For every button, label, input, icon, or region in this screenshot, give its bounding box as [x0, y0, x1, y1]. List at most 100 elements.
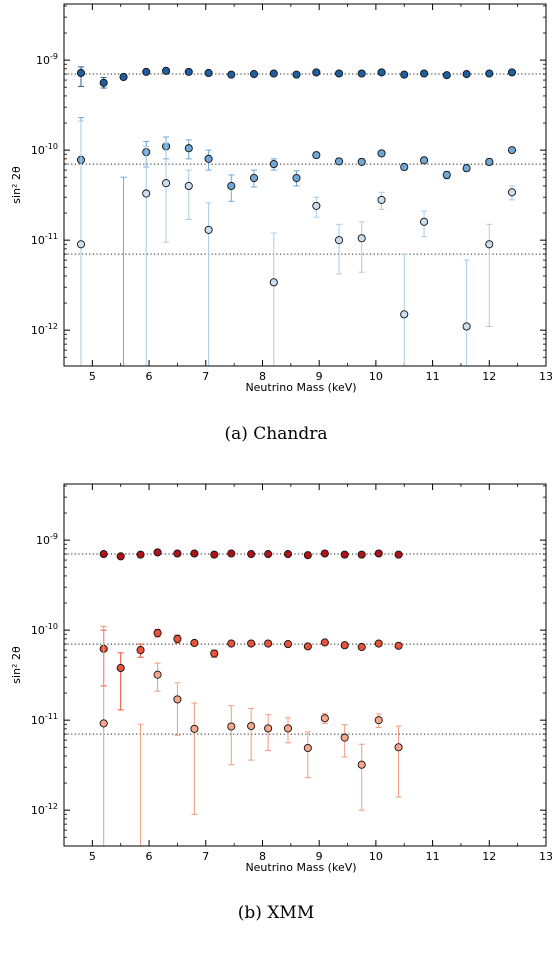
xmm-data-point [227, 639, 236, 648]
chandra-plot-frame [63, 3, 547, 367]
chandra-data-point [357, 234, 366, 243]
chandra-data-point [420, 156, 429, 165]
xmm-data-point [136, 550, 145, 559]
chandra-data-point [162, 179, 171, 188]
xmm-y-axis-label: sin² 2θ [10, 646, 23, 684]
xmm-data-point [264, 550, 273, 559]
chandra-data-point [204, 68, 213, 78]
xmm-data-point [303, 551, 312, 560]
xmm-x-tick-label: 13 [539, 850, 552, 863]
xmm-series-1 [99, 628, 403, 711]
xmm-series-0 [99, 548, 403, 561]
chandra-x-tick-label: 5 [89, 370, 96, 383]
chandra-data-point [312, 151, 321, 160]
chandra-data-point [119, 72, 128, 81]
xmm-x-axis-label: Neutrino Mass (keV) [245, 861, 356, 874]
xmm-data-point [340, 550, 349, 559]
chandra-x-tick-label: 8 [259, 370, 266, 383]
chandra-data-point [462, 70, 471, 79]
chandra-data-point [334, 69, 344, 78]
chandra-x-tick-label: 7 [202, 370, 209, 383]
chandra-y-tick-label: 10-12 [31, 322, 58, 337]
xmm-x-tick-label: 5 [89, 850, 96, 863]
xmm-x-tick-label: 12 [482, 850, 496, 863]
xmm-y-tick-label: 10-12 [31, 802, 58, 817]
xmm-data-point [173, 695, 182, 704]
xmm-data-point [153, 670, 162, 679]
chandra-data-point [400, 310, 409, 319]
chandra-data-point [249, 173, 259, 183]
chandra-data-point [292, 70, 301, 79]
chandra-data-point [269, 278, 278, 287]
xmm-data-point [283, 550, 293, 559]
chandra-data-point [99, 78, 108, 87]
chandra-x-axis-label: Neutrino Mass (keV) [245, 381, 356, 394]
chandra-x-tick-label: 13 [539, 370, 552, 383]
xmm-data-point [153, 628, 162, 638]
chandra-data-point [420, 217, 429, 226]
xmm-data-point [190, 638, 199, 648]
chandra-data-point [357, 157, 366, 166]
chandra-data-point [462, 322, 471, 331]
xmm-data-point [394, 641, 403, 650]
chandra-data-point [400, 70, 409, 79]
xmm-data-point [264, 724, 273, 733]
xmm-data-point [357, 550, 366, 559]
chandra-data-point [249, 70, 259, 79]
xmm-axes: 10-12 10-11 10-10 10-9 5 6 7 8 9 10 11 12 13 [31, 484, 552, 863]
chandra-data-point [334, 236, 344, 245]
chandra-data-point [442, 170, 451, 180]
xmm-plot-area [99, 548, 403, 846]
xmm-data-point [247, 721, 256, 731]
chandra-y-tick-label: 10-9 [36, 52, 58, 67]
xmm-data-point [303, 642, 312, 651]
xmm-data-point [227, 722, 236, 731]
chandra-data-point [227, 181, 236, 191]
chandra-caption: (a) Chandra [224, 424, 328, 444]
chandra-data-point [312, 68, 321, 77]
xmm-data-point [173, 634, 182, 643]
chandra-data-point [76, 240, 86, 249]
chandra-data-point [162, 66, 171, 75]
chandra-data-point [507, 68, 517, 77]
xmm-data-point [99, 719, 108, 728]
xmm-chart: 10-12 10-11 10-10 10-9 5 6 7 8 9 10 11 12 13 Neutrino… [10, 483, 552, 874]
xmm-y-tick-label: 10-9 [36, 532, 58, 547]
chandra-data-point [76, 68, 86, 78]
xmm-x-tick-label: 7 [202, 850, 209, 863]
chandra-data-point [204, 225, 213, 234]
xmm-caption: (b) XMM [237, 903, 315, 923]
xmm-data-point [99, 550, 108, 559]
chandra-data-point [292, 173, 301, 183]
xmm-data-point [303, 743, 312, 753]
chandra-series-2 [76, 120, 517, 366]
xmm-x-tick-label: 9 [316, 850, 323, 863]
chandra-data-point [507, 188, 517, 197]
xmm-series-2 [99, 625, 403, 846]
xmm-data-point [374, 549, 383, 558]
xmm-y-tick-label: 10-11 [31, 712, 58, 727]
xmm-data-point [320, 714, 329, 723]
chandra-data-point [227, 70, 236, 79]
xmm-data-point [247, 639, 256, 648]
xmm-data-point [394, 550, 403, 559]
chandra-axes: 10-12 10-11 10-10 10-9 5 6 7 8 9 10 11 12 13 [31, 4, 552, 383]
xmm-data-point [210, 649, 219, 658]
chandra-y-tick-label: 10-10 [31, 142, 58, 157]
xmm-data-point [247, 550, 256, 559]
chandra-data-point [485, 240, 494, 249]
chandra-data-point [184, 181, 193, 191]
chandra-data-point [142, 189, 151, 198]
chandra-data-point [462, 164, 471, 173]
xmm-data-point [394, 743, 403, 752]
chandra-data-point [142, 67, 151, 76]
chandra-x-tick-label: 12 [482, 370, 496, 383]
chandra-data-point [357, 69, 366, 78]
chandra-data-point [184, 144, 193, 153]
chandra-data-point [377, 195, 386, 204]
xmm-data-point [227, 549, 236, 558]
xmm-data-point [153, 548, 162, 557]
chandra-data-point [400, 162, 409, 172]
chandra-data-point [442, 71, 451, 80]
chandra-y-tick-label: 10-11 [31, 232, 58, 247]
